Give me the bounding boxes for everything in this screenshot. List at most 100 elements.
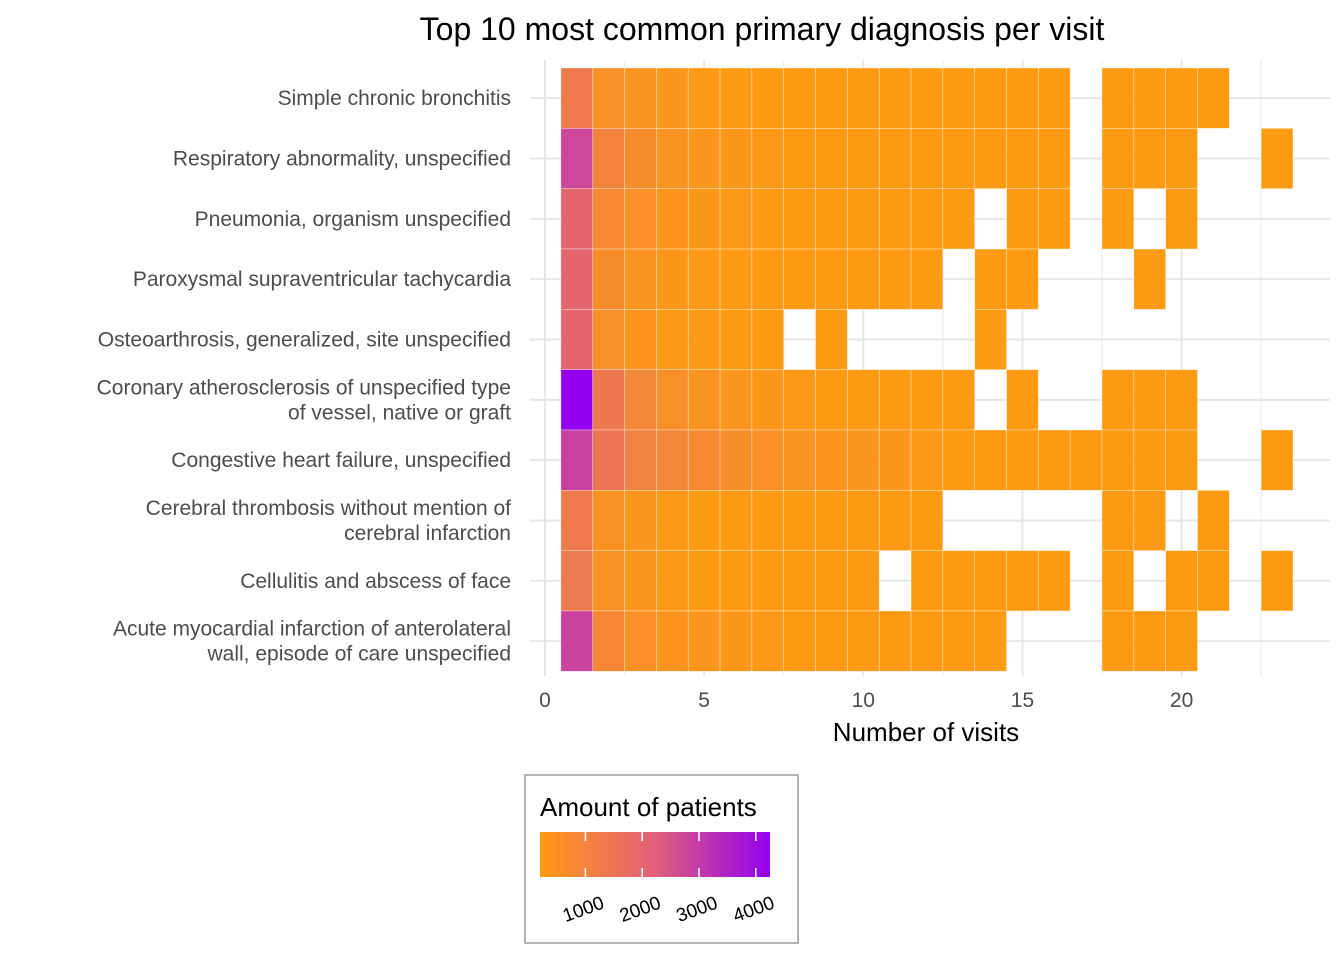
heatmap-cell bbox=[751, 128, 785, 189]
heatmap-cell bbox=[560, 67, 594, 129]
heatmap-cell bbox=[687, 309, 721, 370]
heatmap-cell bbox=[1038, 67, 1071, 129]
heatmap-cell bbox=[847, 248, 880, 310]
heatmap-cell bbox=[1101, 188, 1135, 250]
heatmap-cell bbox=[815, 128, 848, 189]
heatmap-cell bbox=[1069, 429, 1103, 491]
heatmap-cell bbox=[1133, 369, 1166, 431]
heatmap-cell bbox=[1006, 248, 1039, 310]
heatmap-cell bbox=[847, 429, 880, 491]
y-axis-label: Coronary atherosclerosis of unspecified … bbox=[97, 376, 512, 424]
heatmap-cell bbox=[560, 369, 594, 431]
heatmap-cell bbox=[847, 128, 880, 189]
heatmap-cell bbox=[687, 248, 721, 310]
heatmap-cell bbox=[560, 490, 594, 551]
heatmap-cell bbox=[1133, 248, 1166, 310]
heatmap-cell bbox=[1260, 429, 1294, 491]
heatmap-cell bbox=[687, 128, 721, 189]
heatmap-cell bbox=[719, 309, 753, 370]
y-axis-label: Respiratory abnormality, unspecified bbox=[173, 147, 511, 170]
heatmap-cell bbox=[1006, 369, 1039, 431]
heatmap-cell bbox=[1006, 67, 1039, 129]
heatmap-cell bbox=[815, 490, 848, 551]
legend: Amount of patients 1000 2000 3000 4000 bbox=[524, 774, 799, 944]
heatmap-cell bbox=[656, 610, 689, 672]
heatmap-cell bbox=[560, 550, 594, 612]
heatmap-cell bbox=[1101, 610, 1135, 672]
heatmap-cell bbox=[656, 67, 689, 129]
heatmap-cell bbox=[942, 429, 976, 491]
heatmap-cell bbox=[942, 369, 976, 431]
x-axis-title: Number of visits bbox=[833, 717, 1019, 747]
heatmap-cell bbox=[719, 369, 753, 431]
heatmap-cell bbox=[910, 429, 944, 491]
heatmap-cell bbox=[910, 369, 944, 431]
heatmap-cell bbox=[910, 248, 944, 310]
chart-title: Top 10 most common primary diagnosis per… bbox=[420, 11, 1105, 47]
heatmap-cell bbox=[1133, 67, 1166, 129]
heatmap-cell bbox=[910, 128, 944, 189]
legend-title: Amount of patients bbox=[540, 792, 757, 822]
heatmap-cell bbox=[878, 248, 912, 310]
x-tick-label: 15 bbox=[1011, 689, 1034, 712]
heatmap-cell bbox=[783, 67, 816, 129]
x-axis-ticks: 0 5 10 15 20 bbox=[539, 689, 1193, 712]
heatmap-cell bbox=[1165, 550, 1198, 612]
heatmap-cell bbox=[783, 490, 816, 551]
heatmap-cell bbox=[1165, 369, 1198, 431]
heatmap-cell bbox=[560, 309, 594, 370]
heatmap-cell bbox=[1101, 67, 1135, 129]
y-axis-label: Pneumonia, organism unspecified bbox=[195, 208, 511, 231]
heatmap-cell bbox=[847, 490, 880, 551]
heatmap-cell bbox=[656, 550, 689, 612]
x-tick-label: 0 bbox=[539, 689, 551, 712]
heatmap-cell bbox=[847, 550, 880, 612]
x-tick-label: 20 bbox=[1170, 689, 1193, 712]
heatmap-cell bbox=[783, 188, 816, 250]
heatmap-cell bbox=[560, 429, 594, 491]
heatmap-cell bbox=[1101, 128, 1135, 189]
heatmap-cell bbox=[751, 309, 785, 370]
heatmap-cell bbox=[687, 67, 721, 129]
heatmap-cell bbox=[1165, 429, 1198, 491]
heatmap-cell bbox=[592, 429, 625, 491]
heatmap-cell bbox=[624, 248, 657, 310]
x-tick-label: 10 bbox=[852, 689, 875, 712]
heatmap-cell bbox=[847, 610, 880, 672]
heatmap-cell bbox=[1197, 550, 1230, 612]
y-axis-label: Osteoarthrosis, generalized, site unspec… bbox=[98, 328, 511, 351]
legend-colorbar bbox=[540, 832, 770, 877]
heatmap-cell bbox=[624, 128, 657, 189]
heatmap-cell bbox=[783, 369, 816, 431]
heatmap-cell bbox=[560, 128, 594, 189]
heatmap-cell bbox=[687, 550, 721, 612]
heatmap-cell bbox=[815, 67, 848, 129]
heatmap-cell bbox=[719, 490, 753, 551]
heatmap-cell bbox=[592, 610, 625, 672]
heatmap-cell bbox=[942, 610, 976, 672]
heatmap-cell bbox=[624, 67, 657, 129]
heatmap-cell bbox=[751, 490, 785, 551]
heatmap-cell bbox=[592, 490, 625, 551]
heatmap-cell bbox=[783, 550, 816, 612]
heatmap-cell bbox=[942, 128, 976, 189]
heatmap-cell bbox=[624, 309, 657, 370]
heatmap-cell bbox=[656, 188, 689, 250]
heatmap-cell bbox=[783, 128, 816, 189]
heatmap-cell bbox=[847, 369, 880, 431]
heatmap-cell bbox=[719, 128, 753, 189]
heatmap-cell bbox=[687, 429, 721, 491]
heatmap-cell bbox=[719, 188, 753, 250]
heatmap-cell bbox=[751, 188, 785, 250]
heatmap-cell bbox=[719, 67, 753, 129]
heatmap-cell bbox=[815, 309, 848, 370]
heatmap-cell bbox=[1165, 67, 1198, 129]
heatmap-cell bbox=[624, 188, 657, 250]
heatmap-cell bbox=[815, 550, 848, 612]
heatmap-cell bbox=[910, 67, 944, 129]
heatmap-cell bbox=[656, 248, 689, 310]
heatmap-cell bbox=[751, 67, 785, 129]
heatmap-cell bbox=[815, 188, 848, 250]
heatmap-cell bbox=[878, 429, 912, 491]
